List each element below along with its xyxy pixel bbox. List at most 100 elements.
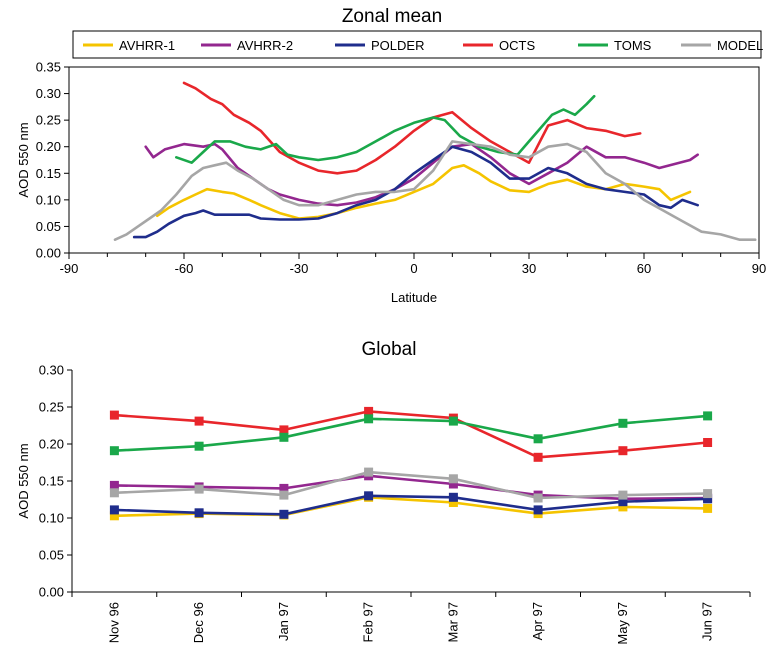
global-x-tick-label: Feb 97	[361, 602, 376, 642]
global-chart-title: Global	[362, 339, 417, 360]
global-x-tick-label: Dec 96	[191, 602, 206, 643]
zonal-y-tick-label: 0.10	[36, 192, 61, 207]
zonal-y-tick-label: 0.20	[36, 139, 61, 154]
global-point-octs	[109, 410, 119, 420]
zonal-y-tick-label: 0.30	[36, 86, 61, 101]
zonal-y-tick-label: 0.35	[36, 60, 61, 75]
zonal-series-polder	[132, 145, 700, 239]
global-point-model	[109, 488, 119, 498]
global-point-avhrr-2	[279, 483, 289, 493]
zonal-y-tick-label: 0.25	[36, 113, 61, 128]
global-point-polder	[533, 505, 543, 515]
zonal-series-model	[113, 140, 757, 241]
global-point-model	[618, 490, 628, 500]
global-point-toms	[194, 441, 204, 451]
zonal-series-avhrr-1	[155, 164, 692, 220]
global-x-tick-label: Jun 97	[700, 602, 715, 641]
zonal-x-tick-label: -30	[290, 261, 309, 276]
global-point-toms	[703, 411, 713, 421]
zonal-x-axis: -90 -60 -30 0 30 60 90	[60, 253, 766, 276]
global-point-avhrr-2	[448, 479, 458, 489]
global-y-axis: 0.00 0.05 0.10 0.15 0.20 0.25 0.30	[39, 363, 72, 600]
zonal-legend: AVHRR-1 AVHRR-2 POLDER OCTS TOMS MODEL	[83, 38, 763, 53]
global-point-model	[364, 467, 374, 477]
global-series-model	[114, 470, 708, 500]
legend-label-model: MODEL	[717, 38, 763, 53]
global-x-tick-label: May 97	[615, 602, 630, 645]
global-point-octs	[194, 416, 204, 426]
zonal-y-axis: 0.00 0.05 0.10 0.15 0.20 0.25 0.30 0.35	[36, 60, 69, 261]
global-point-model	[533, 493, 543, 503]
legend-label-polder: POLDER	[371, 38, 424, 53]
global-point-octs	[618, 446, 628, 456]
zonal-series-octs	[182, 81, 642, 175]
global-y-tick-label: 0.15	[39, 474, 64, 489]
global-y-tick-label: 0.05	[39, 548, 64, 563]
global-point-octs	[533, 452, 543, 462]
global-point-model	[703, 489, 713, 499]
global-point-polder	[364, 491, 374, 501]
zonal-y-axis-label: AOD 550 nm	[16, 122, 31, 197]
global-point-toms	[279, 432, 289, 442]
zonal-series-toms	[175, 94, 596, 164]
global-x-axis: Nov 96 Dec 96 Jan 97 Feb 97 Mar 97 Apr 97 May …	[71, 592, 751, 645]
global-point-avhrr-1	[448, 498, 458, 507]
global-series-toms	[114, 414, 708, 452]
legend-label-avhrr-2: AVHRR-2	[237, 38, 293, 53]
global-point-polder	[279, 509, 289, 519]
legend-label-octs: OCTS	[499, 38, 535, 53]
global-chart: Global 0.00 0.05 0.10 0.15 0.20 0.25 0.30 Nov …	[16, 339, 751, 645]
zonal-x-axis-label: Latitude	[391, 290, 437, 305]
global-point-polder	[448, 492, 458, 502]
zonal-x-tick-label: 90	[752, 261, 766, 276]
global-series-polder	[114, 494, 708, 516]
global-series-octs	[114, 410, 708, 459]
global-x-tick-label: Jan 97	[276, 602, 291, 641]
global-y-tick-label: 0.00	[39, 585, 64, 600]
global-point-toms	[618, 418, 628, 428]
global-y-tick-label: 0.25	[39, 400, 64, 415]
global-point-polder	[109, 505, 119, 515]
global-y-tick-label: 0.30	[39, 363, 64, 378]
zonal-y-tick-label: 0.05	[36, 219, 61, 234]
global-point-polder	[194, 508, 204, 518]
legend-label-toms: TOMS	[614, 38, 652, 53]
zonal-series-avhrr-2	[144, 142, 700, 207]
zonal-x-tick-label: -60	[175, 261, 194, 276]
global-point-toms	[533, 434, 543, 444]
zonal-x-tick-label: 60	[637, 261, 651, 276]
global-point-polder	[703, 494, 713, 504]
global-point-toms	[364, 414, 374, 424]
global-point-avhrr-1	[703, 503, 713, 513]
global-point-octs	[703, 438, 713, 447]
global-point-polder	[618, 497, 628, 507]
global-point-model	[194, 484, 204, 494]
global-point-octs	[279, 425, 289, 435]
global-x-tick-label: Apr 97	[530, 602, 545, 640]
global-point-toms	[109, 446, 119, 456]
zonal-y-tick-label: 0.15	[36, 166, 61, 181]
global-y-tick-label: 0.20	[39, 437, 64, 452]
global-series-group	[109, 406, 713, 521]
zonal-series-group	[113, 81, 757, 241]
global-point-octs	[364, 406, 374, 416]
global-point-model	[279, 490, 289, 500]
zonal-legend-box	[72, 30, 762, 59]
global-point-avhrr-1	[109, 511, 119, 521]
global-x-tick-label: Nov 96	[106, 602, 121, 643]
zonal-x-tick-label: 30	[522, 261, 536, 276]
legend-label-avhrr-1: AVHRR-1	[119, 38, 175, 53]
zonal-mean-chart: Zonal mean AVHRR-1 AVHRR-2 POLDER OCTS TOMS M…	[16, 6, 766, 305]
global-y-tick-label: 0.10	[39, 511, 64, 526]
global-point-toms	[448, 416, 458, 426]
global-point-avhrr-2	[109, 480, 119, 490]
global-point-model	[448, 474, 458, 484]
zonal-chart-title: Zonal mean	[342, 6, 442, 27]
global-series-avhrr-2	[114, 474, 708, 501]
global-y-axis-label: AOD 550 nm	[16, 443, 31, 518]
global-point-avhrr-1	[618, 502, 628, 512]
zonal-x-tick-label: -90	[60, 261, 79, 276]
global-x-tick-label: Mar 97	[445, 602, 460, 642]
zonal-x-tick-label: 0	[410, 261, 417, 276]
